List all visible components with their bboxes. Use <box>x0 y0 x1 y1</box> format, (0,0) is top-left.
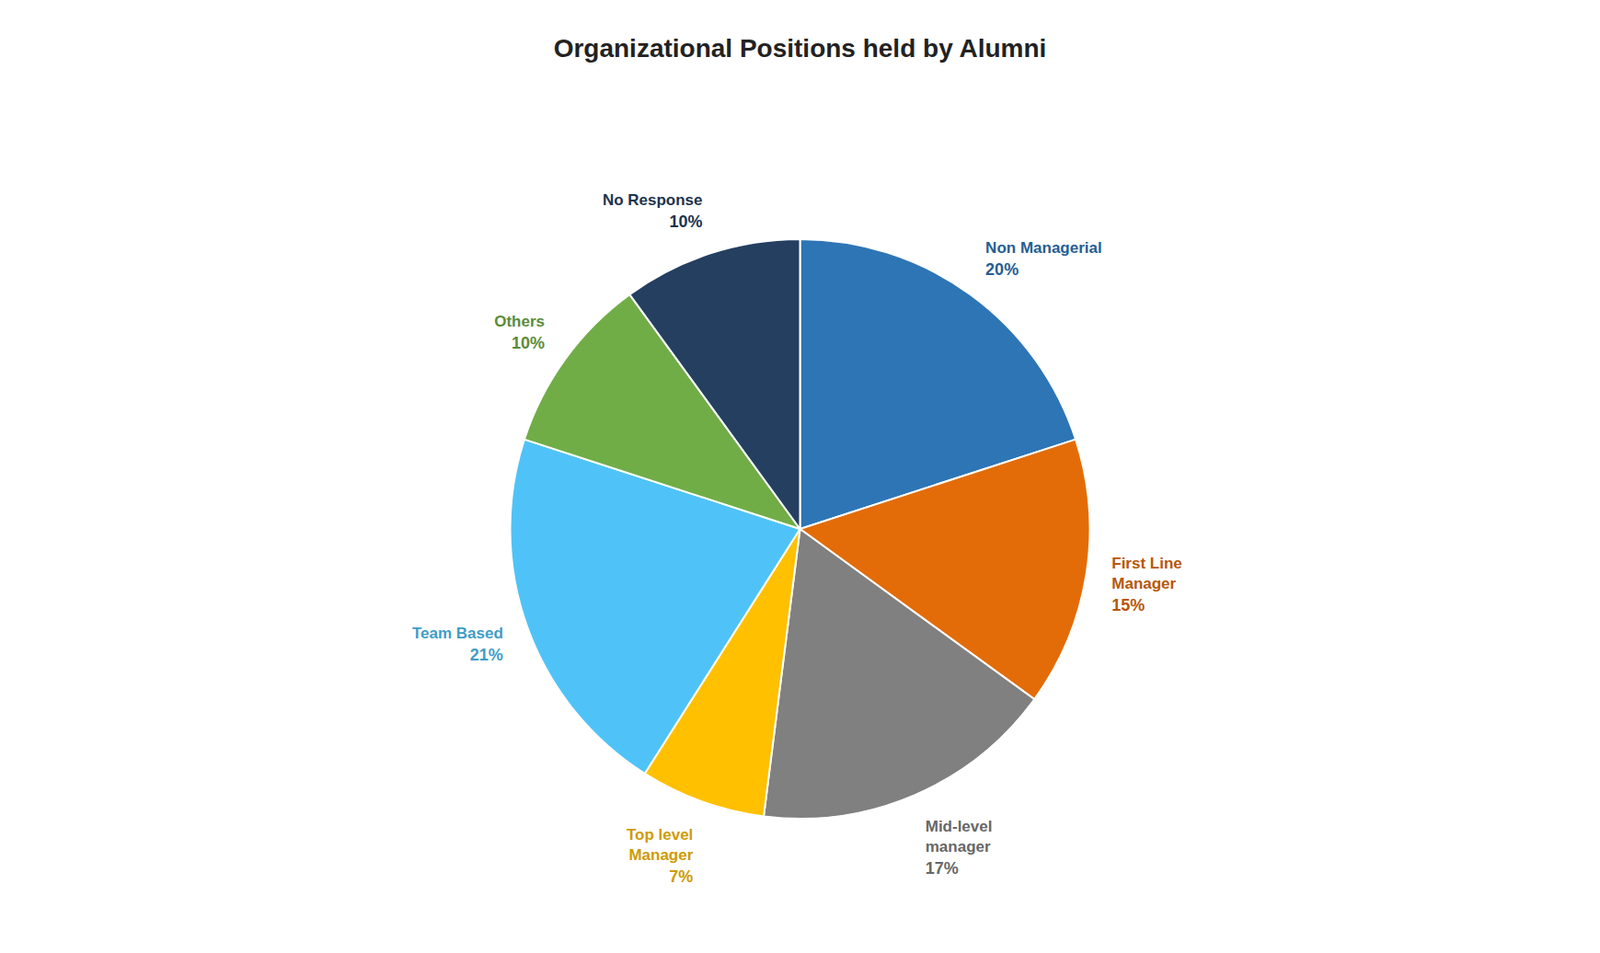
slice-label: Non Managerial <box>985 239 1103 257</box>
labels: Non Managerial 20% First LineManager 15% Mid… <box>412 191 1183 887</box>
slice <box>763 529 1035 819</box>
slice-label: Team Based <box>412 624 504 643</box>
title: Organizational Positions held by Alumni <box>553 34 1048 63</box>
pie <box>510 239 1091 819</box>
slice-label: Others <box>494 312 545 331</box>
data-label: 15% <box>1111 596 1145 615</box>
data-label: 7% <box>668 867 693 887</box>
data-label: 21% <box>470 645 504 665</box>
data-label: 10% <box>511 333 545 353</box>
slice-label: Mid-levelmanager <box>925 817 993 856</box>
slice-label: Top levelManager <box>626 826 694 864</box>
data-label: 17% <box>925 859 959 878</box>
slice-label: First LineManager <box>1111 554 1183 593</box>
chart: Organizational Positions held by Alumni N… <box>0 0 1600 953</box>
data-label: 10% <box>668 212 703 231</box>
slice-label: No Response <box>602 191 703 209</box>
slice <box>629 239 800 530</box>
data-label: 20% <box>985 260 1019 279</box>
